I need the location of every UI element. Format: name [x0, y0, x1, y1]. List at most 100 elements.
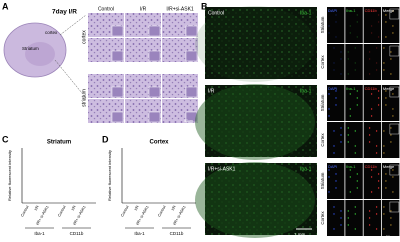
fluorescence-panel: [363, 200, 382, 236]
cell-signal: [390, 134, 392, 136]
panel-label: D: [102, 134, 109, 144]
channel-header: Merge: [383, 86, 395, 91]
cell-signal: [368, 224, 371, 226]
fluorescence-panel: [381, 122, 400, 158]
cell-signal: [335, 14, 337, 16]
cell-signal: [349, 32, 351, 34]
cell-signal: [370, 191, 373, 193]
cell-signal: [375, 228, 378, 230]
cell-signal: [354, 47, 356, 49]
cell-signal: [349, 10, 351, 12]
fluorescence-panel: [345, 7, 363, 43]
row-label: Striatum: [320, 172, 325, 189]
fluorescence-panel: [327, 44, 345, 80]
cell-signal: [383, 228, 385, 230]
fluorescence-panel: [363, 85, 382, 121]
cell-signal: [390, 224, 392, 226]
cell-signal: [356, 36, 358, 38]
fluorescence-panel: [363, 44, 382, 80]
row-label: striatum: [81, 89, 87, 107]
cell-signal: [392, 191, 394, 193]
cell-signal: [354, 152, 356, 154]
cell-signal: [377, 187, 380, 189]
x-tick-label: Control: [57, 205, 67, 218]
channel-header: CD11b: [365, 164, 378, 169]
cell-signal: [356, 180, 358, 182]
cell-signal: [354, 130, 356, 132]
cell-signal: [383, 130, 385, 132]
cell-signal: [375, 130, 378, 132]
cell-signal: [328, 115, 330, 117]
cell-signal: [347, 210, 349, 212]
cell-signal: [354, 62, 356, 64]
inset: [111, 111, 124, 123]
cell-signal: [333, 69, 335, 71]
panel-label: B: [201, 1, 208, 11]
cell-signal: [370, 115, 373, 117]
inset: [111, 86, 124, 98]
column-header: I/R+si-ASK1: [166, 6, 194, 12]
x-tick-label: I/R: [34, 205, 40, 211]
group-label: I/R+si-ASK1: [208, 166, 236, 172]
cell-signal: [333, 62, 335, 64]
cell-signal: [385, 21, 387, 23]
cell-signal: [383, 145, 385, 147]
inset: [111, 50, 124, 62]
cell-signal: [333, 145, 335, 147]
fluorescence-overview: [205, 7, 317, 79]
group-label: Iba-1: [134, 231, 145, 236]
cell-signal: [368, 141, 371, 143]
cell-signal: [335, 173, 337, 175]
channel-header: Iba-1: [346, 86, 356, 91]
inset: [389, 45, 400, 57]
column-header: I/R: [140, 6, 147, 12]
cell-signal: [390, 217, 392, 219]
channel-header: DAPI: [328, 8, 337, 13]
inset: [185, 50, 198, 62]
cell-signal: [375, 145, 378, 147]
cell-signal: [340, 141, 342, 143]
connector: [59, 14, 87, 36]
brain-outline: [195, 84, 315, 160]
cell-signal: [390, 210, 392, 212]
group-label: CD11b: [70, 231, 84, 236]
x-tick-label: I/R: [134, 205, 140, 211]
cell-signal: [392, 25, 394, 27]
inset: [389, 8, 400, 20]
cell-signal: [333, 130, 335, 132]
cell-signal: [349, 93, 351, 95]
cell-signal: [375, 47, 378, 49]
cell-signal: [349, 108, 351, 110]
group-label: Control: [208, 10, 224, 16]
cell-signal: [368, 127, 371, 129]
fluorescence-panel: [381, 7, 400, 43]
inset: [389, 86, 400, 98]
cell-signal: [354, 228, 356, 230]
cell-signal: [392, 93, 394, 95]
group-label: CD11b: [170, 231, 184, 236]
cell-signal: [340, 210, 342, 212]
cell-signal: [383, 213, 385, 215]
inset: [185, 111, 198, 123]
cell-signal: [340, 73, 342, 75]
row-label: Cortex: [320, 211, 325, 225]
cell-signal: [335, 97, 337, 99]
fluorescence-panel: [363, 7, 382, 43]
fluorescence-panel: [381, 85, 400, 121]
cell-signal: [354, 145, 356, 147]
inset: [148, 86, 161, 98]
inset: [185, 86, 198, 98]
channel-header: Iba-1: [346, 164, 356, 169]
cell-signal: [356, 187, 358, 189]
cell-signal: [368, 217, 371, 219]
cell-signal: [347, 224, 349, 226]
cell-signal: [385, 14, 387, 16]
cell-signal: [375, 69, 378, 71]
fluorescence-overview: [205, 163, 317, 235]
cell-signal: [370, 10, 373, 12]
panel-label: A: [2, 1, 9, 11]
marker-label: Iba-1: [300, 166, 312, 172]
cell-signal: [340, 224, 342, 226]
cell-signal: [370, 93, 373, 95]
